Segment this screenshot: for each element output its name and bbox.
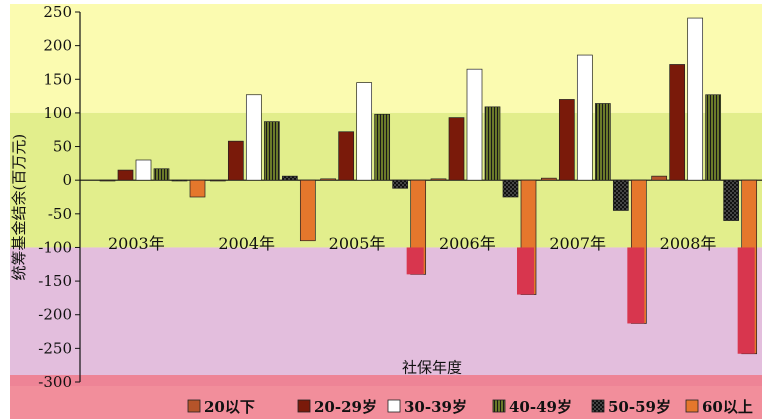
legend-swatch-60以上 [685,399,699,413]
legend-label-20以下: 20以下 [204,398,255,416]
bar-40-49岁-2005年 [374,113,391,181]
category-label: 2004年 [218,234,275,253]
bar-50-59岁-2005年 [392,179,409,189]
bar-extension-2007年 [627,247,645,324]
y-tick-label: 50 [53,138,72,156]
bar-30-39岁-2003年 [135,159,152,181]
band-legend [10,375,762,419]
bar-20-29岁-2006年 [448,117,465,181]
bar-30-39岁-2007年 [576,54,593,181]
legend: 20以下 20-29岁 30-39岁 40-49岁 50-59岁 60以上 [187,398,753,416]
y-tick-label: 150 [43,70,72,88]
bar-20-29岁-2007年 [558,99,575,181]
bar-20以下-2003年 [99,179,116,182]
y-axis-title: 统筹基金结余(百万元) [10,134,28,281]
bar-extension-2008年 [737,247,755,354]
x-axis-title: 社保年度 [402,359,462,377]
y-tick-label: -150 [38,272,72,290]
y-tick-label: -250 [38,339,72,357]
bar-20-29岁-2005年 [338,131,355,181]
category-label: 2005年 [329,234,386,253]
bar-20以下-2006年 [430,178,447,181]
y-tick-label: -50 [48,205,72,223]
legend-label-40-49岁: 40-49岁 [509,398,572,416]
legend-swatch-40-49岁 [492,399,506,413]
y-tick-label: 200 [43,37,72,55]
category-label: 2008年 [660,234,717,253]
legend-label-30-39岁: 30-39岁 [404,398,467,416]
bar-40-49岁-2008年 [705,94,722,181]
category-label: 2003年 [108,234,165,253]
bar-20以下-2007年 [540,177,557,181]
y-tick-label: 0 [62,171,72,189]
axes: 250 200 150 100 50 0 -50 -100 -150 -200 -250 -300 [38,3,762,391]
bar-30-39岁-2004年 [245,94,262,181]
bar-60以上-2004年 [299,179,316,242]
y-tick-label: -200 [38,306,72,324]
bar-30-39岁-2008年 [687,17,704,181]
bar-50-59岁-2007年 [612,179,629,211]
legend-swatch-30-39岁 [387,399,401,413]
bar-50-59岁-2003年 [171,179,188,182]
bar-50-59岁-2006年 [502,179,519,198]
bar-extension-2005年 [406,247,424,275]
bar-40-49岁-2003年 [153,168,170,181]
labels: 2003年 2004年 2005年 2006年 2007年 2008年 统筹基金结余(百万元… [10,134,716,377]
bar-50-59岁-2004年 [281,175,298,181]
bar-20以下-2004年 [209,179,226,182]
bar-20-29岁-2004年 [227,140,244,181]
bar-30-39岁-2006年 [466,68,483,181]
legend-swatch-20-29岁 [297,399,311,413]
bar-20以下-2008年 [651,175,668,181]
y-tick-label: -100 [38,238,72,256]
bar-20-29岁-2003年 [117,169,134,181]
y-tick-label: 100 [43,104,72,122]
bars [99,17,758,355]
bar-50-59岁-2008年 [723,179,740,221]
bar-20以下-2005年 [320,178,337,181]
band-top [10,4,762,113]
category-label: 2006年 [439,234,496,253]
category-label: 2007年 [549,234,606,253]
y-tick-label: -300 [38,373,72,391]
bar-40-49岁-2007年 [594,103,611,181]
bar-20-29岁-2008年 [669,64,686,181]
background-bands [10,4,762,419]
legend-label-60以上: 60以上 [702,398,753,416]
band-bottom [10,247,762,386]
bar-40-49岁-2004年 [263,121,280,181]
bar-40-49岁-2006年 [484,106,501,181]
bar-60以上-2003年 [189,179,206,198]
legend-swatch-50-59岁 [591,399,605,413]
legend-swatch-20以下 [187,399,201,413]
bar-extension-2006年 [517,247,534,295]
y-tick-label: 250 [43,3,72,21]
legend-label-50-59岁: 50-59岁 [608,398,671,416]
bar-30-39岁-2005年 [356,82,373,181]
legend-label-20-29岁: 20-29岁 [314,398,377,416]
